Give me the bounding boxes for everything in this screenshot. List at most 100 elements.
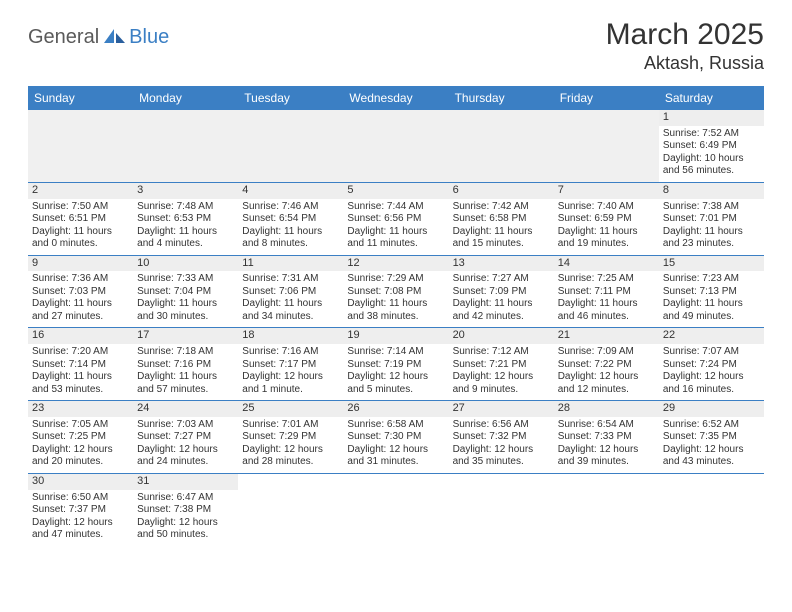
daylight-line: Daylight: 10 hours and 56 minutes. [663,153,760,178]
day-details: Sunrise: 7:48 AMSunset: 6:53 PMDaylight:… [137,201,234,251]
day-number: 18 [238,328,343,344]
day-number: 22 [659,328,764,344]
sunrise-line: Sunrise: 6:56 AM [453,419,550,432]
day-details: Sunrise: 7:29 AMSunset: 7:08 PMDaylight:… [347,273,444,323]
day-details: Sunrise: 7:07 AMSunset: 7:24 PMDaylight:… [663,346,760,396]
calendar-cell: 13Sunrise: 7:27 AMSunset: 7:09 PMDayligh… [449,255,554,328]
daylight-line: Daylight: 12 hours and 31 minutes. [347,444,444,469]
day-number: 31 [133,474,238,490]
day-number: 25 [238,401,343,417]
sunrise-line: Sunrise: 7:27 AM [453,273,550,286]
calendar-cell: 4Sunrise: 7:46 AMSunset: 6:54 PMDaylight… [238,182,343,255]
day-details: Sunrise: 7:31 AMSunset: 7:06 PMDaylight:… [242,273,339,323]
sunrise-line: Sunrise: 7:46 AM [242,201,339,214]
calendar-cell [238,110,343,182]
calendar-body: 1 Sunrise: 7:52 AMSunset: 6:49 PMDaylight… [28,110,764,546]
calendar-cell: 16Sunrise: 7:20 AMSunset: 7:14 PMDayligh… [28,328,133,401]
sunrise-line: Sunrise: 7:38 AM [663,201,760,214]
day-number: 24 [133,401,238,417]
calendar-row: 9Sunrise: 7:36 AMSunset: 7:03 PMDaylight… [28,255,764,328]
sunset-line: Sunset: 7:09 PM [453,286,550,299]
day-number: 2 [28,183,133,199]
daylight-line: Daylight: 12 hours and 20 minutes. [32,444,129,469]
title-block: March 2025 Aktash, Russia [606,18,764,74]
calendar-cell: 23Sunrise: 7:05 AMSunset: 7:25 PMDayligh… [28,401,133,474]
sunset-line: Sunset: 7:32 PM [453,431,550,444]
sunrise-line: Sunrise: 7:03 AM [137,419,234,432]
day-number: 15 [659,256,764,272]
sunset-line: Sunset: 6:49 PM [663,140,760,153]
page-header: General Blue March 2025 Aktash, Russia [28,18,764,74]
day-number: 28 [554,401,659,417]
sunset-line: Sunset: 7:38 PM [137,504,234,517]
day-details: Sunrise: 7:25 AMSunset: 7:11 PMDaylight:… [558,273,655,323]
day-details: Sunrise: 7:36 AMSunset: 7:03 PMDaylight:… [32,273,129,323]
calendar-cell: 12Sunrise: 7:29 AMSunset: 7:08 PMDayligh… [343,255,448,328]
day-details: Sunrise: 7:12 AMSunset: 7:21 PMDaylight:… [453,346,550,396]
daylight-line: Daylight: 12 hours and 12 minutes. [558,371,655,396]
logo-text-blue: Blue [129,26,169,49]
sunset-line: Sunset: 7:08 PM [347,286,444,299]
day-number: 17 [133,328,238,344]
sunrise-line: Sunrise: 7:12 AM [453,346,550,359]
daylight-line: Daylight: 11 hours and 11 minutes. [347,226,444,251]
sunrise-line: Sunrise: 7:20 AM [32,346,129,359]
calendar-cell: 27Sunrise: 6:56 AMSunset: 7:32 PMDayligh… [449,401,554,474]
daylight-line: Daylight: 11 hours and 53 minutes. [32,371,129,396]
sunrise-line: Sunrise: 7:36 AM [32,273,129,286]
calendar-cell [343,473,448,545]
sunset-line: Sunset: 7:25 PM [32,431,129,444]
sunset-line: Sunset: 7:29 PM [242,431,339,444]
sunrise-line: Sunrise: 7:50 AM [32,201,129,214]
day-number: 29 [659,401,764,417]
day-details: Sunrise: 6:50 AMSunset: 7:37 PMDaylight:… [32,492,129,542]
daylight-line: Daylight: 12 hours and 50 minutes. [137,517,234,542]
daylight-line: Daylight: 11 hours and 4 minutes. [137,226,234,251]
day-number: 14 [554,256,659,272]
day-number: 21 [554,328,659,344]
day-details: Sunrise: 7:18 AMSunset: 7:16 PMDaylight:… [137,346,234,396]
sunset-line: Sunset: 6:59 PM [558,213,655,226]
day-number: 1 [659,110,764,126]
day-details: Sunrise: 7:27 AMSunset: 7:09 PMDaylight:… [453,273,550,323]
sunrise-line: Sunrise: 7:29 AM [347,273,444,286]
daylight-line: Daylight: 12 hours and 5 minutes. [347,371,444,396]
daylight-line: Daylight: 12 hours and 1 minute. [242,371,339,396]
day-details: Sunrise: 7:44 AMSunset: 6:56 PMDaylight:… [347,201,444,251]
calendar-cell [133,110,238,182]
logo-text-general: General [28,26,99,49]
calendar-cell: 25Sunrise: 7:01 AMSunset: 7:29 PMDayligh… [238,401,343,474]
sunrise-line: Sunrise: 7:07 AM [663,346,760,359]
calendar-row: 30 Sunrise: 6:50 AMSunset: 7:37 PMDayligh… [28,473,764,545]
sunrise-line: Sunrise: 7:44 AM [347,201,444,214]
day-number: 11 [238,256,343,272]
calendar-cell: 5Sunrise: 7:44 AMSunset: 6:56 PMDaylight… [343,182,448,255]
daylight-line: Daylight: 11 hours and 46 minutes. [558,298,655,323]
weekday-header: Monday [133,86,238,110]
sunrise-line: Sunrise: 7:23 AM [663,273,760,286]
day-details: Sunrise: 7:20 AMSunset: 7:14 PMDaylight:… [32,346,129,396]
sunset-line: Sunset: 7:14 PM [32,359,129,372]
sunset-line: Sunset: 7:37 PM [32,504,129,517]
sunrise-line: Sunrise: 6:54 AM [558,419,655,432]
daylight-line: Daylight: 11 hours and 19 minutes. [558,226,655,251]
calendar-row: 2Sunrise: 7:50 AMSunset: 6:51 PMDaylight… [28,182,764,255]
sunrise-line: Sunrise: 7:09 AM [558,346,655,359]
sunrise-line: Sunrise: 7:14 AM [347,346,444,359]
sunset-line: Sunset: 7:04 PM [137,286,234,299]
calendar-cell: 29 Sunrise: 6:52 AMSunset: 7:35 PMDayligh… [659,401,764,474]
day-details: Sunrise: 6:52 AMSunset: 7:35 PMDaylight:… [663,419,760,469]
month-title: March 2025 [606,18,764,51]
calendar-cell: 19Sunrise: 7:14 AMSunset: 7:19 PMDayligh… [343,328,448,401]
sunset-line: Sunset: 7:01 PM [663,213,760,226]
calendar-cell [449,473,554,545]
weekday-header: Friday [554,86,659,110]
day-details: Sunrise: 7:52 AMSunset: 6:49 PMDaylight:… [663,128,760,178]
daylight-line: Daylight: 11 hours and 42 minutes. [453,298,550,323]
day-number: 30 [28,474,133,490]
day-details: Sunrise: 7:14 AMSunset: 7:19 PMDaylight:… [347,346,444,396]
daylight-line: Daylight: 11 hours and 38 minutes. [347,298,444,323]
sunset-line: Sunset: 6:58 PM [453,213,550,226]
calendar-cell: 1 Sunrise: 7:52 AMSunset: 6:49 PMDaylight… [659,110,764,182]
sunset-line: Sunset: 7:06 PM [242,286,339,299]
